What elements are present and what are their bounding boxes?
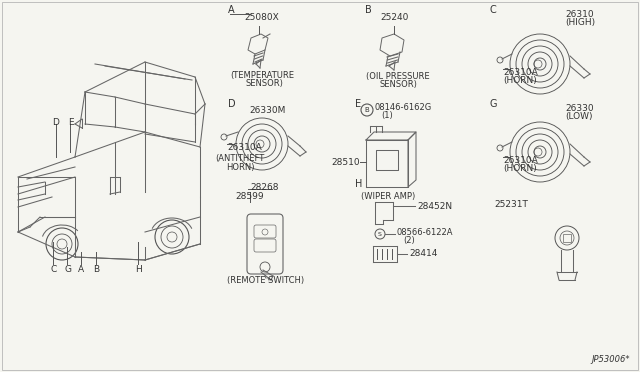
Text: (HORN): (HORN) [503,76,537,84]
Text: A: A [228,5,235,15]
Text: 28510: 28510 [332,157,360,167]
Text: B: B [365,107,369,113]
Text: (WIPER AMP): (WIPER AMP) [361,192,415,201]
Text: D: D [228,99,236,109]
Text: 26310A: 26310A [503,155,538,164]
Text: 25231T: 25231T [494,199,528,208]
Text: 25080X: 25080X [244,13,280,22]
Text: (HIGH): (HIGH) [565,17,595,26]
Text: 26310: 26310 [565,10,594,19]
Text: HORN): HORN) [226,163,254,171]
Text: (LOW): (LOW) [565,112,593,121]
Text: SENSOR): SENSOR) [245,78,283,87]
Text: (REMOTE SWITCH): (REMOTE SWITCH) [227,276,305,285]
Text: (HORN): (HORN) [503,164,537,173]
Text: A: A [78,266,84,275]
Text: 28599: 28599 [236,192,264,201]
Text: G: G [64,266,71,275]
Text: (2): (2) [403,235,415,244]
Text: S: S [378,231,382,237]
Text: 08146-6162G: 08146-6162G [375,103,432,112]
Text: 28414: 28414 [409,250,437,259]
Text: 26310A: 26310A [227,142,262,151]
Text: 28452N: 28452N [417,202,452,211]
Text: 26330: 26330 [565,103,594,112]
Text: H: H [355,179,362,189]
Text: B: B [93,266,99,275]
Text: JP53006*: JP53006* [591,355,630,364]
Text: B: B [365,5,372,15]
Text: (ANTITHEFT: (ANTITHEFT [216,154,264,163]
Text: 08566-6122A: 08566-6122A [397,228,454,237]
Text: 25240: 25240 [381,13,409,22]
Text: (1): (1) [381,110,393,119]
Text: 26330M: 26330M [250,106,286,115]
Text: 26310A: 26310A [503,67,538,77]
Text: C: C [50,266,56,275]
Text: C: C [490,5,497,15]
Text: 28268: 28268 [251,183,279,192]
Text: (OIL PRESSURE: (OIL PRESSURE [366,71,430,80]
Text: (TEMPERATURE: (TEMPERATURE [230,71,294,80]
Text: E: E [68,118,74,126]
Text: SENSOR): SENSOR) [379,80,417,89]
Text: E: E [355,99,361,109]
Text: H: H [135,266,141,275]
Text: G: G [490,99,497,109]
Text: D: D [52,118,59,126]
